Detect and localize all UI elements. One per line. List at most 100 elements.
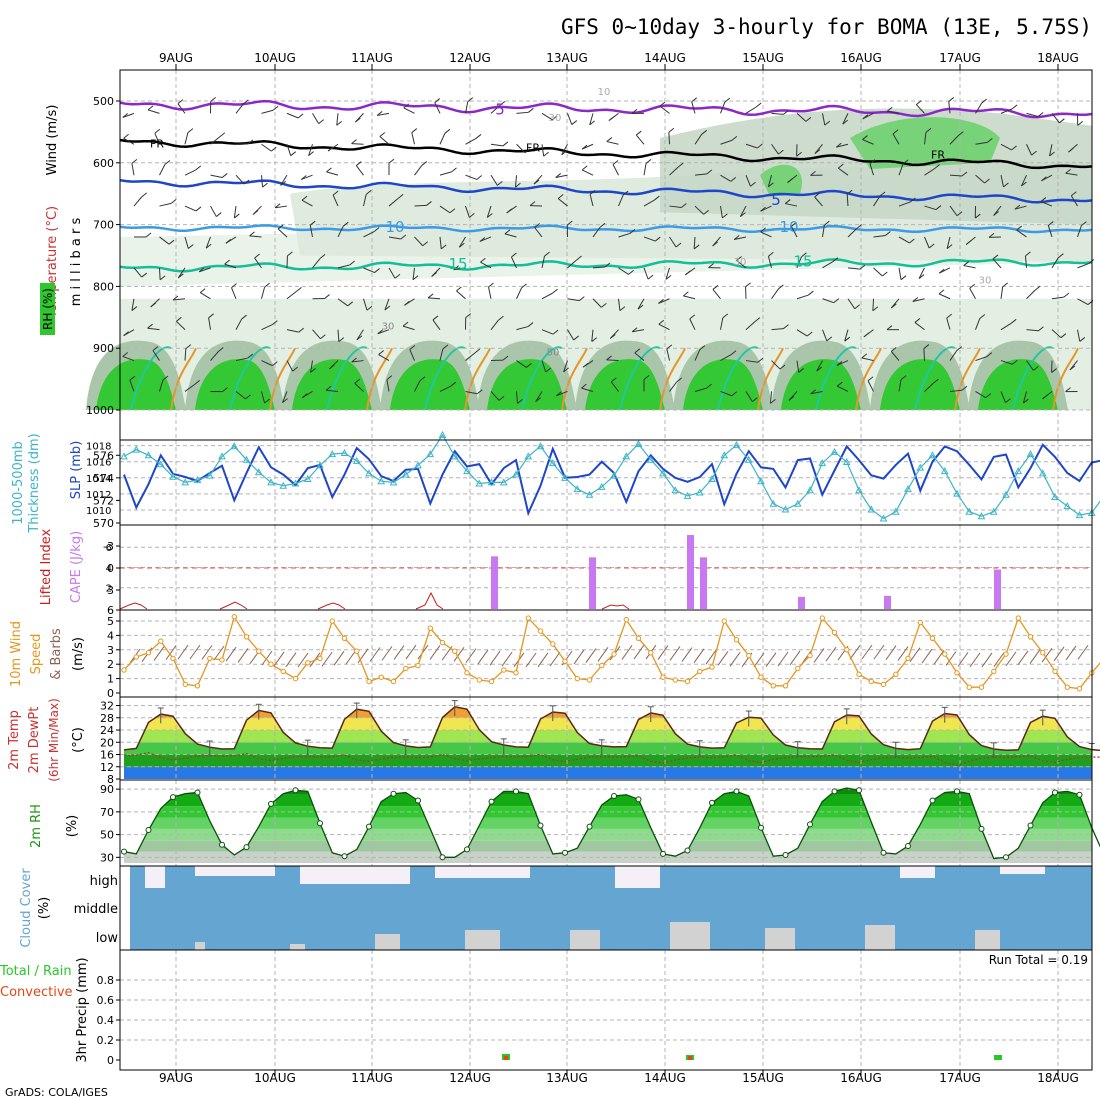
wind10-barb [153,646,165,661]
wind10-point [562,658,568,664]
wind-barb [796,256,802,269]
wind10-barb [273,651,285,667]
wind-barb [1000,175,1004,188]
wind-barb-flag [844,336,851,342]
wind-barb [534,227,543,238]
wind10-barb [1017,650,1029,666]
wind-barb-flag [502,355,509,361]
upper-air-panel: 5 FR FR FR 5 10 10 15 15 10 30 30 30 30 50 500 600 700 80… [86,70,1095,440]
wind-barb [694,134,703,145]
rh-ylabels: 2m RH (%) [29,804,80,848]
temp-contour [464,347,491,411]
run-total: Run Total = 0.19 [989,953,1088,967]
wind-barb-flag [987,137,993,143]
bottom-date-label: 18AUG [1037,1071,1079,1085]
wind-barb [326,389,339,392]
wind-barb-flag [195,165,202,171]
wind-barb [275,205,288,209]
top-date-label: 12AUG [449,51,491,65]
wind-barb [480,261,492,269]
wind-barb [567,113,573,125]
wind-barb [1000,286,1004,299]
wind-barb [668,132,670,145]
wind10-point [317,655,323,662]
wind-barb [914,322,925,331]
wind-barb [760,231,772,238]
temp-contour [170,347,197,411]
cloud-gap [195,866,275,876]
wind-barb-flag [963,261,970,266]
thickness-point [720,451,729,459]
wind10-barb [861,644,873,660]
wind-barb-flag [965,240,972,245]
wind-ylabel-3: & Barbs [49,628,64,680]
wind10-barb [381,646,393,661]
wind-barb-flag [988,232,995,238]
thickness-point [377,477,386,485]
wind-barb [691,101,696,114]
wind-barb-flag [264,282,270,288]
wind-barb-flag [309,220,316,226]
wind-barb [918,267,925,279]
wind-barb [739,205,747,217]
y-tick-label: 572 [93,494,114,507]
wind-barb [872,298,874,311]
wind-barb-flag [856,224,862,230]
wind-barb-flag [274,203,281,209]
wind10-barb [681,647,693,662]
wind-barb-flag [243,179,250,185]
wind-barb [745,360,758,363]
thickness-point [254,468,263,476]
rh2m-panel: 90 70 50 30 [100,780,1100,866]
thickness-point [732,441,741,449]
li-blip [415,591,444,610]
wind-barb-flag [985,393,992,399]
wind-barb [563,360,568,373]
wind-barb-flag [419,376,426,382]
wind-barb-flag [427,293,434,299]
wind10-barb [885,645,897,660]
thickness-point [144,451,153,459]
wind-barb [301,199,313,207]
bottom-date-label: 12AUG [449,1071,491,1085]
wind-barb-flag [629,229,636,234]
wind-barb [637,298,645,310]
wind-barb [516,287,523,299]
wind-barb-flag [791,221,797,227]
wind-barb-flag [601,303,607,308]
wind-barb [912,298,925,302]
wind-barb [963,265,976,269]
wind-barb-flag [147,323,153,329]
wind-barb-flag [946,313,953,319]
wind-barb-flag [422,241,428,247]
wind-barb-flag [961,385,968,391]
wind-ylabel-2: Speed [29,634,44,675]
wind-barb [1000,143,1012,151]
rh2m-point [782,852,789,858]
rh2m-point [390,790,397,797]
thickness-point [536,442,545,450]
wind10-barb [225,646,237,662]
wind-barb [1000,108,1013,114]
wind-barb [282,391,288,403]
wind-barb [567,298,580,302]
wind-barb-flag [879,191,886,197]
wind10-barb [1041,647,1053,663]
rh2m-point [660,850,666,857]
wind-barb-flag [453,265,459,271]
upper-ylabels: Wind (m/s) Temperature (°C) RH (%) m i l… [40,105,84,335]
wind-barb [310,360,313,373]
wind-barb [618,232,631,238]
wind-barb-flag [277,224,284,230]
thickness-point [683,491,692,499]
wind-barb-flag [643,375,650,380]
contour-label-rh50: 50 [547,348,560,359]
wind10-barb [477,649,489,665]
wind-barb [516,143,526,154]
wind10-point [194,683,201,689]
y-tick-label: 1 [107,673,114,686]
wind-barb [589,113,594,126]
thickness-point [1014,467,1023,475]
temp-contour [855,347,882,411]
thickness-point [1075,511,1084,519]
